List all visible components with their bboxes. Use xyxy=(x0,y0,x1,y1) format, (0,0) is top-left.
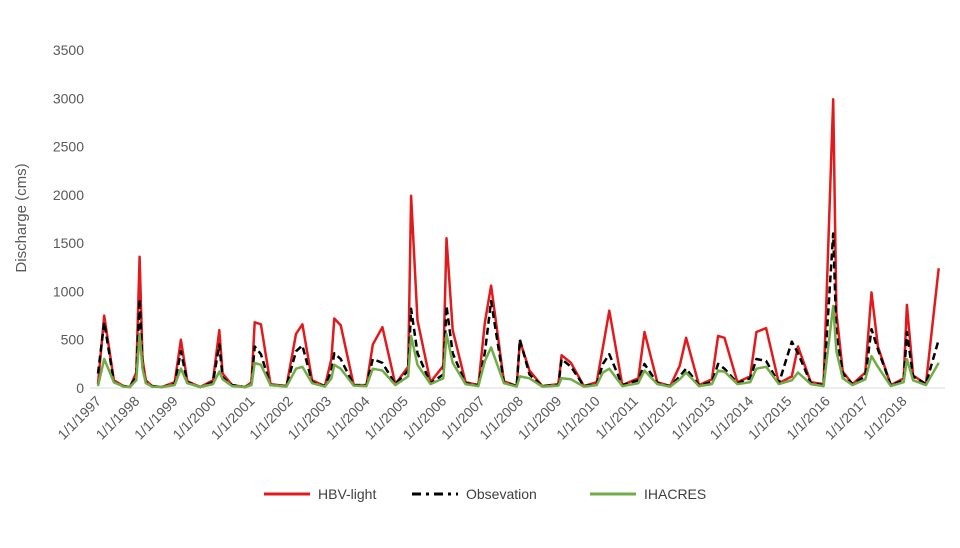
y-tick-label: 1500 xyxy=(53,235,84,251)
y-tick-label: 2000 xyxy=(53,187,84,203)
legend-label-obsevation: Obsevation xyxy=(466,486,537,502)
series-line-ihacres xyxy=(96,304,940,389)
y-tick-label: 3500 xyxy=(53,42,84,58)
legend: HBV-light Obsevation IHACRES xyxy=(264,486,706,502)
y-axis-title: Discharge (cms) xyxy=(13,163,30,272)
series-line-obsevation xyxy=(96,232,940,389)
y-axis-ticks: 0 500 1000 1500 2000 2500 3000 3500 xyxy=(53,42,84,396)
y-tick-label: 1000 xyxy=(53,283,84,299)
series-line-hbv-light xyxy=(96,98,940,389)
legend-label-hbv-light: HBV-light xyxy=(318,486,376,502)
y-tick-label: 0 xyxy=(76,380,84,396)
series-layer xyxy=(96,98,940,389)
y-tick-label: 500 xyxy=(61,332,85,348)
legend-label-ihacres: IHACRES xyxy=(644,486,706,502)
x-axis-ticks: 1/1/19971/1/19981/1/19991/1/20001/1/2001… xyxy=(54,393,910,443)
y-tick-label: 3000 xyxy=(53,90,84,106)
y-tick-label: 2500 xyxy=(53,139,84,155)
